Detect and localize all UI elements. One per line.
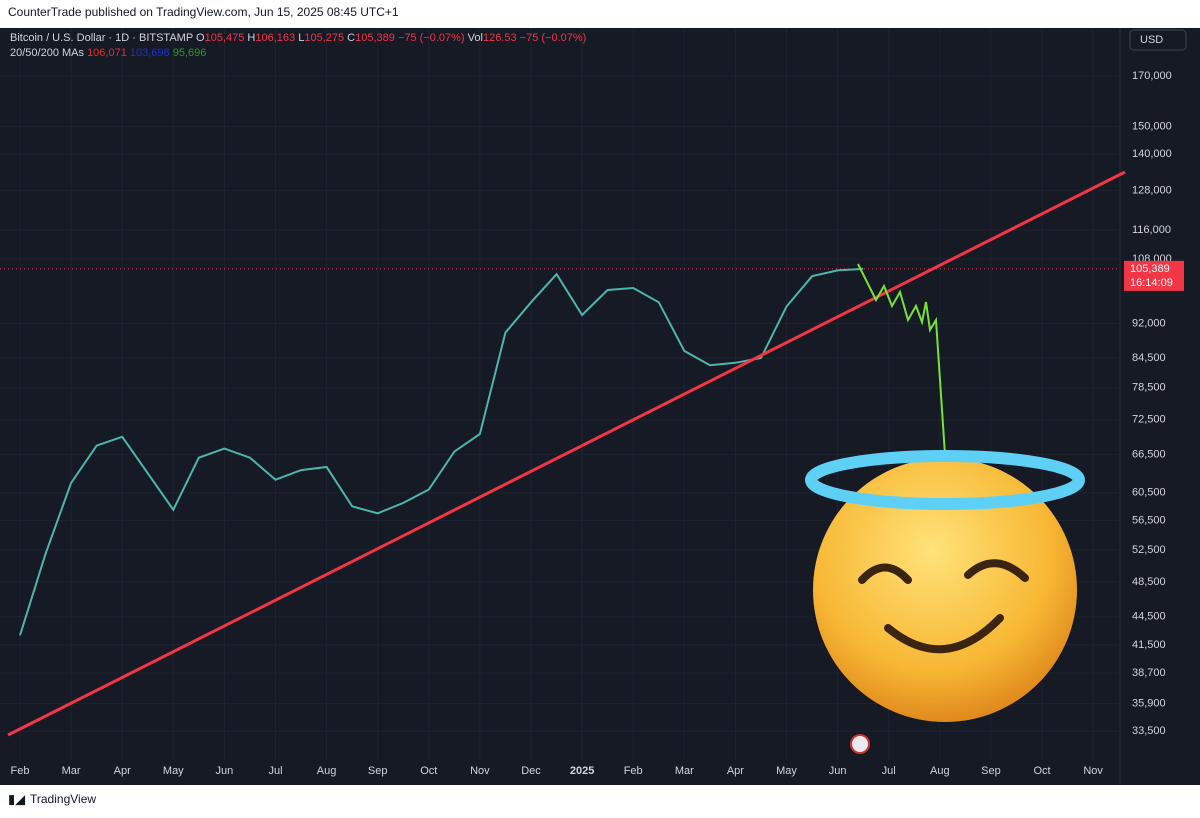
legend-change: −75 (−0.07%): [398, 32, 465, 44]
ohlc-key: O: [196, 32, 205, 44]
y-tick-label: 140,000: [1132, 148, 1172, 160]
y-tick-label: 116,000: [1132, 224, 1171, 236]
y-tick-label: 33,500: [1132, 725, 1166, 737]
legend-symbol: Bitcoin / U.S. Dollar · 1D · BITSTAMP: [10, 32, 193, 44]
ohlc-key: L: [298, 32, 304, 44]
x-tick-label: Jun: [216, 765, 234, 777]
x-tick-label: Dec: [521, 765, 541, 777]
vol-key: Vol: [468, 32, 483, 44]
currency-button[interactable]: [1129, 29, 1187, 51]
x-tick-label: Jul: [268, 765, 282, 777]
x-tick-label: Nov: [470, 765, 490, 777]
x-tick-label: Sep: [981, 765, 1001, 777]
ohlc-value: 106,163: [255, 32, 295, 44]
x-tick-label: Jun: [829, 765, 847, 777]
ma-value: 95,696: [173, 47, 207, 59]
y-tick-label: 66,500: [1132, 449, 1166, 461]
legend-line: 20/50/200 MAs 106,071 103,698 95,696: [10, 47, 206, 59]
currency-label[interactable]: USD: [1140, 34, 1163, 46]
x-tick-label: Mar: [675, 765, 694, 777]
x-tick-label: Feb: [11, 765, 30, 777]
y-tick-label: 44,500: [1132, 611, 1166, 623]
ohlc-value: 105,389: [355, 32, 395, 44]
y-tick-label: 35,900: [1132, 697, 1166, 709]
emoji-eye: [858, 563, 912, 584]
y-tick-label: 170,000: [1132, 70, 1172, 82]
x-tick-label: Mar: [62, 765, 81, 777]
y-tick-label: 78,500: [1132, 382, 1166, 394]
x-tick-label: Feb: [624, 765, 643, 777]
footer-bar: [0, 785, 1200, 813]
footer-logo: ▮◢: [8, 791, 25, 806]
x-tick-label: May: [776, 765, 797, 777]
y-tick-label: 41,500: [1132, 639, 1166, 651]
y-tick-label: 38,700: [1132, 667, 1166, 679]
last-price-box: [1124, 260, 1184, 291]
ma-value: 103,698: [130, 47, 170, 59]
y-tick-label: 92,000: [1132, 318, 1166, 330]
emoji-mouth: [884, 614, 1004, 654]
x-tick-label: Nov: [1083, 765, 1103, 777]
event-flag[interactable]: [850, 734, 870, 754]
y-tick-label: 48,500: [1132, 576, 1166, 588]
x-tick-label: Aug: [317, 765, 337, 777]
x-tick-label: Oct: [420, 765, 437, 777]
ma-value: 106,071: [87, 47, 127, 59]
y-tick-label: 56,500: [1132, 514, 1166, 526]
x-tick-label: Jul: [882, 765, 896, 777]
y-tick-label: 84,500: [1132, 352, 1166, 364]
emoji-face: [813, 458, 1077, 722]
x-tick-label: Sep: [368, 765, 388, 777]
y-tick-label: 60,500: [1132, 487, 1166, 499]
y-tick-label: 128,000: [1132, 184, 1172, 196]
countdown-label: 16:14:09: [1130, 277, 1173, 289]
emoji-halo: [805, 450, 1085, 510]
ohlc-value: 105,275: [304, 32, 344, 44]
vol-value: 126.53: [483, 32, 517, 44]
x-tick-label: Oct: [1033, 765, 1050, 777]
x-tick-label: 2025: [570, 765, 594, 777]
ma-title: 20/50/200 MAs: [10, 47, 84, 59]
ohlc-value: 105,475: [205, 32, 245, 44]
publish-info: CounterTrade published on TradingView.co…: [8, 5, 399, 19]
x-tick-label: Apr: [114, 765, 131, 777]
last-price-label: 105,389: [1130, 263, 1170, 275]
vol-change: −75 (−0.07%): [520, 32, 587, 44]
ohlc-key: H: [247, 32, 255, 44]
x-tick-label: Apr: [727, 765, 744, 777]
y-tick-label: 72,500: [1132, 414, 1166, 426]
footer-brand: TradingView: [30, 792, 96, 806]
y-tick-label: 52,500: [1132, 544, 1166, 556]
x-tick-label: Aug: [930, 765, 950, 777]
y-tick-label: 150,000: [1132, 120, 1172, 132]
legend-line: Bitcoin / U.S. Dollar · 1D · BITSTAMP O1…: [10, 32, 586, 44]
trendline: [7, 170, 1126, 737]
price-line: [19, 267, 864, 636]
projection: [857, 263, 946, 456]
x-tick-label: May: [163, 765, 184, 777]
emoji-eye: [964, 559, 1029, 582]
header-bar: [0, 0, 1200, 28]
ohlc-key: C: [347, 32, 355, 44]
